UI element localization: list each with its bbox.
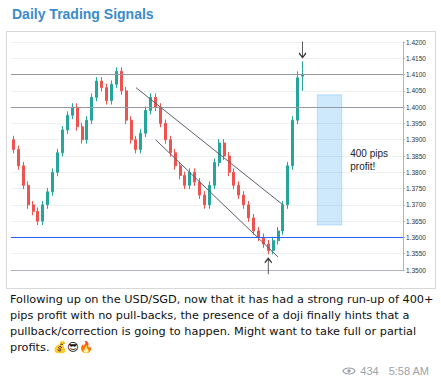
svg-text:1.4150: 1.4150 <box>406 55 426 62</box>
svg-text:1.3550: 1.3550 <box>406 250 426 257</box>
svg-text:1.3500: 1.3500 <box>406 267 426 274</box>
html-text:5:58 AM: 5:58 AM <box>388 365 429 377</box>
svg-text:1.3900: 1.3900 <box>406 136 426 143</box>
svg-text:1.4100: 1.4100 <box>406 71 426 78</box>
html-text:Following up on the USD/SGD, n: Following up on the USD/SGD, now that it… <box>10 293 434 354</box>
svg-text:1.4050: 1.4050 <box>406 87 426 94</box>
svg-text:1.4000: 1.4000 <box>406 104 426 111</box>
svg-text:1.3800: 1.3800 <box>406 169 426 176</box>
svg-text:1.3750: 1.3750 <box>406 185 426 192</box>
svg-text:1.3950: 1.3950 <box>406 120 426 127</box>
svg-text:1.3700: 1.3700 <box>406 201 426 208</box>
svg-text:1.3850: 1.3850 <box>406 153 426 160</box>
svg-text:1.4200: 1.4200 <box>406 39 426 46</box>
html-text:Daily Trading Signals: Daily Trading Signals <box>12 6 154 22</box>
svg-text:profit!: profit! <box>350 161 375 172</box>
svg-text:1.3600: 1.3600 <box>406 234 426 241</box>
svg-text:400 pips: 400 pips <box>350 148 391 159</box>
svg-text:1.3650: 1.3650 <box>406 218 426 225</box>
html-text:434: 434 <box>360 365 379 377</box>
